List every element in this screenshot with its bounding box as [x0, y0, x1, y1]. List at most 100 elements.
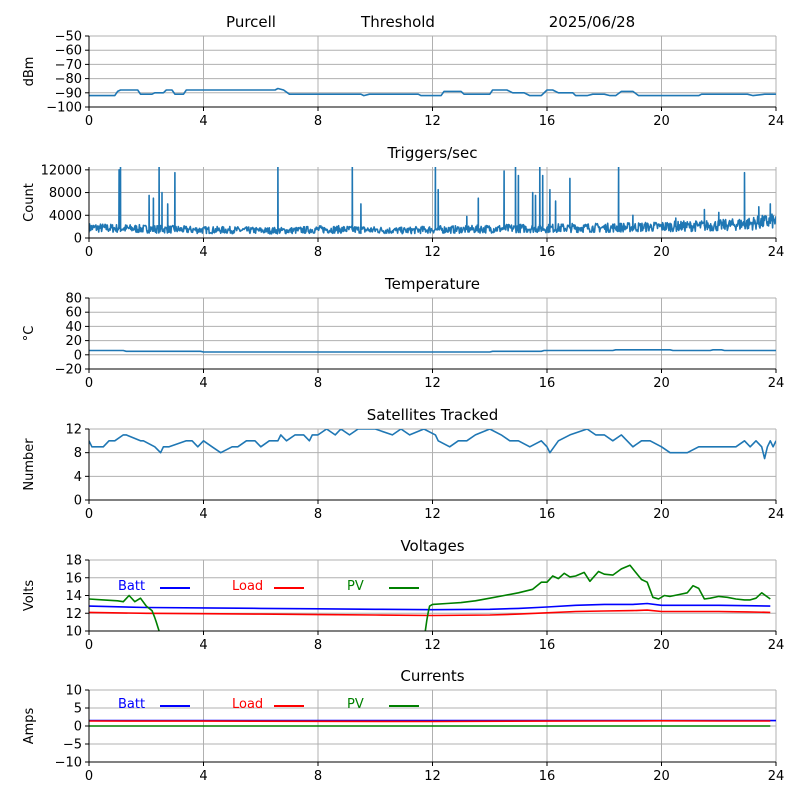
temperature-xtick-label: 20	[653, 376, 670, 391]
satellites-ytick-label: 12	[65, 423, 82, 438]
temperature-ytick-label: 0	[74, 348, 82, 363]
triggers-xtick-label: 8	[314, 245, 322, 260]
voltages-xtick-label: 20	[653, 638, 670, 653]
satellites-xtick-label: 8	[314, 507, 322, 522]
temperature-xtick-label: 0	[85, 376, 93, 391]
voltages-series-pv-line	[89, 594, 160, 631]
panel-currents: 0 4 8 12 16 20 24 −10 −5 0 5 10 Amps Currents Batt Load…	[22, 667, 784, 784]
voltages-ylabel: Volts	[22, 580, 37, 612]
currents-series-group	[89, 719, 776, 727]
triggers-ytick-label: 12000	[41, 163, 82, 178]
signal-xtick-label: 24	[768, 114, 785, 129]
voltages-xtick-label: 8	[314, 638, 322, 653]
currents-series-load-line	[89, 719, 771, 723]
voltages-legend-label-pv: PV	[347, 579, 364, 594]
satellites-xtick-label: 0	[85, 507, 93, 522]
currents-xtick-label: 0	[85, 769, 93, 784]
currents-legend-label-pv: PV	[347, 697, 364, 712]
signal-ytick-label: −60	[55, 44, 82, 59]
voltages-xtick-label: 12	[424, 638, 441, 653]
voltages-ytick-label: 14	[65, 589, 82, 604]
voltages-ytick-label: 16	[65, 571, 82, 586]
voltages-ytick-label: 10	[65, 625, 82, 640]
voltages-series-batt-line	[89, 602, 771, 611]
currents-legend-label-load: Load	[232, 697, 263, 712]
signal-xtick-label: 8	[314, 114, 322, 129]
triggers-title: Triggers/sec	[387, 144, 478, 162]
signal-ytick-label: −50	[55, 30, 82, 45]
signal-ytick-label: −100	[46, 101, 82, 116]
voltages-legend-label-batt: Batt	[118, 579, 145, 594]
triggers-ytick-label: 4000	[49, 209, 82, 224]
voltages-xtick-label: 24	[768, 638, 785, 653]
currents-legend-label-batt: Batt	[118, 697, 145, 712]
temperature-xtick-label: 12	[424, 376, 441, 391]
temperature-ytick-label: 40	[65, 320, 82, 335]
temperature-ytick-label: 80	[65, 292, 82, 307]
currents-xtick-label: 12	[424, 769, 441, 784]
satellites-series-0-line	[89, 429, 776, 460]
satellites-xtick-label: 20	[653, 507, 670, 522]
satellites-xtick-label: 4	[199, 507, 207, 522]
signal-xtick-label: 12	[424, 114, 441, 129]
panel-triggers: 0 4 8 12 16 20 24 0 4000 8000 12000 Count Triggers/s…	[22, 144, 784, 260]
voltages-title: Voltages	[400, 537, 464, 555]
voltages-legend-label-load: Load	[232, 579, 263, 594]
temperature-series-group	[89, 348, 776, 353]
signal-ytick-label: −90	[55, 86, 82, 101]
signal-ytick-label: −80	[55, 72, 82, 87]
satellites-ytick-label: 8	[74, 446, 82, 461]
header-date: 2025/06/28	[549, 13, 635, 31]
satellites-ticks: 0 4 8 12 16 20 24 0 4 8 12	[65, 423, 784, 523]
temperature-xtick-label: 24	[768, 376, 785, 391]
currents-xtick-label: 8	[314, 769, 322, 784]
triggers-xtick-label: 12	[424, 245, 441, 260]
signal-ytick-label: −70	[55, 58, 82, 73]
voltages-series-pv-line	[424, 564, 771, 631]
temperature-xtick-label: 16	[539, 376, 556, 391]
currents-xtick-label: 16	[539, 769, 556, 784]
signal-xtick-label: 0	[85, 114, 93, 129]
triggers-ticks: 0 4 8 12 16 20 24 0 4000 8000 12000	[41, 163, 785, 260]
voltages-series-load-line	[89, 609, 771, 617]
voltages-xtick-label: 0	[85, 638, 93, 653]
temperature-series-0-line	[89, 348, 776, 353]
panel-voltages: 0 4 8 12 16 20 24 10 12 14 16 18 Volts Voltages Batt Lo…	[22, 537, 784, 653]
temperature-xtick-label: 8	[314, 376, 322, 391]
signal-xtick-label: 16	[539, 114, 556, 129]
panel-satellites: 0 4 8 12 16 20 24 0 4 8 12 Number Satellites Tracked	[22, 406, 784, 522]
voltages-xtick-label: 16	[539, 638, 556, 653]
voltages-ytick-label: 18	[65, 554, 82, 569]
satellites-xtick-label: 24	[768, 507, 785, 522]
panel-signal: 0 4 8 12 16 20 24 −100−90−80−70−60−50 dBm	[22, 30, 784, 130]
currents-ticks: 0 4 8 12 16 20 24 −10 −5 0 5 10	[55, 684, 785, 785]
voltages-xtick-label: 4	[199, 638, 207, 653]
satellites-ytick-label: 4	[74, 470, 82, 485]
currents-title: Currents	[400, 667, 464, 685]
header-station: Purcell	[226, 13, 276, 31]
voltages-ytick-label: 12	[65, 607, 82, 622]
temperature-ytick-label: −20	[55, 363, 82, 378]
currents-ytick-label: 5	[74, 702, 82, 717]
temperature-grid	[88, 297, 777, 370]
triggers-xtick-label: 0	[85, 245, 93, 260]
satellites-ylabel: Number	[22, 438, 37, 491]
triggers-xtick-label: 24	[768, 245, 785, 260]
temperature-xtick-label: 4	[199, 376, 207, 391]
triggers-series-line	[89, 167, 776, 235]
currents-xtick-label: 20	[653, 769, 670, 784]
satellites-xtick-label: 12	[424, 507, 441, 522]
currents-xtick-label: 4	[199, 769, 207, 784]
triggers-xtick-label: 20	[653, 245, 670, 260]
triggers-ytick-label: 8000	[49, 186, 82, 201]
satellites-ytick-label: 0	[74, 494, 82, 509]
signal-series-0-line	[89, 87, 776, 97]
signal-ticks: 0 4 8 12 16 20 24 −100−90−80−70−60−50	[46, 30, 784, 130]
signal-series-group	[89, 87, 776, 97]
voltages-series-group	[89, 564, 771, 631]
